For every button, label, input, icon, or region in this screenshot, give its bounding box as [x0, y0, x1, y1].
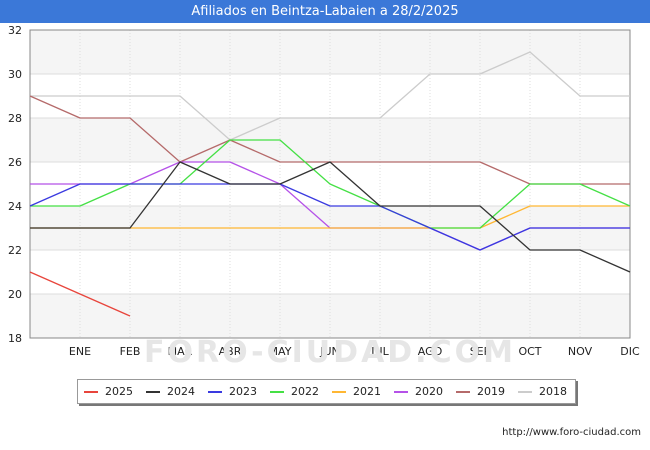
legend-swatch	[332, 391, 346, 393]
legend-label: 2021	[353, 385, 381, 398]
y-tick-label: 32	[8, 24, 22, 37]
source-credit: http://www.foro-ciudad.com	[502, 427, 641, 438]
legend-label: 2025	[105, 385, 133, 398]
plot-band	[30, 250, 630, 294]
legend: 2025 2024 2023 2022 2021 2020 2019 2018	[77, 379, 576, 404]
x-tick-label: NOV	[568, 345, 593, 358]
legend-swatch	[84, 391, 98, 393]
legend-label: 2024	[167, 385, 195, 398]
x-tick-label: OCT	[518, 345, 541, 358]
legend-swatch	[208, 391, 222, 393]
legend-swatch	[270, 391, 284, 393]
legend-label: 2020	[415, 385, 443, 398]
x-tick-label: JUL	[370, 345, 389, 358]
x-tick-label: JUN	[319, 345, 340, 358]
chart-title: Afiliados en Beintza-Labaien a 28/2/2025	[191, 4, 459, 19]
y-tick-label: 26	[8, 156, 22, 169]
legend-label: 2023	[229, 385, 257, 398]
watermark: FORO-CIUDAD.COM	[144, 335, 516, 370]
y-tick-label: 30	[8, 68, 22, 81]
x-tick-label: SEP	[470, 345, 491, 358]
series-line-2018	[30, 51, 630, 141]
y-tick-label: 28	[8, 112, 22, 125]
y-tick-label: 22	[8, 244, 22, 257]
legend-swatch	[146, 391, 160, 393]
x-tick-label: AGO	[418, 345, 443, 358]
x-tick-label: FEB	[120, 345, 141, 358]
x-tick-label: MAR	[168, 345, 193, 358]
y-tick-label: 18	[8, 332, 22, 345]
x-tick-label: ABR	[219, 345, 242, 358]
title-bar	[0, 0, 650, 23]
x-tick-label: MAY	[269, 345, 292, 358]
legend-swatch	[456, 391, 470, 393]
series-line-2024	[30, 161, 631, 273]
y-tick-label: 20	[8, 288, 22, 301]
legend-swatch	[518, 391, 532, 393]
legend-swatch	[394, 391, 408, 393]
plot-band	[30, 118, 630, 162]
series-line-2023	[29, 183, 630, 251]
x-tick-label: ENE	[69, 345, 91, 358]
legend-label: 2022	[291, 385, 319, 398]
x-tick-label: DIC	[620, 345, 640, 358]
y-tick-label: 24	[8, 200, 22, 213]
series-line-2025	[29, 271, 131, 317]
legend-label: 2019	[477, 385, 505, 398]
legend-label: 2018	[539, 385, 567, 398]
